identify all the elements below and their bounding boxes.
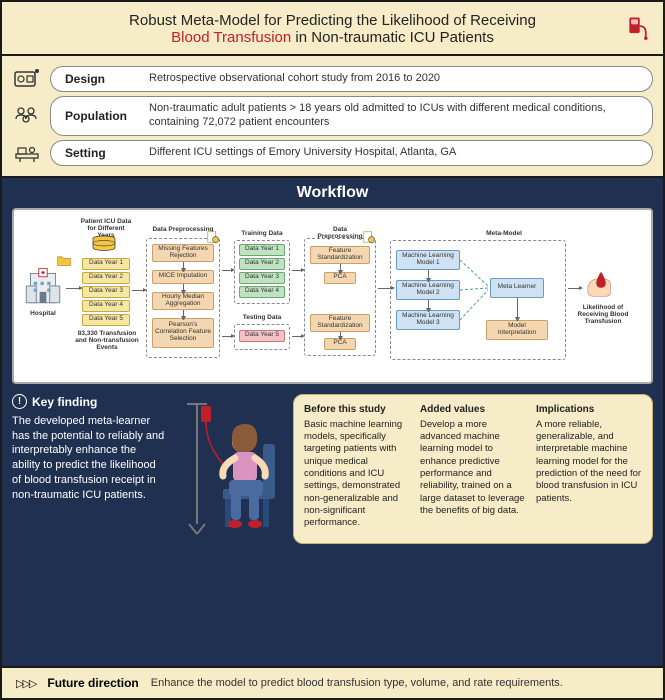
- key-finding-text: The developed meta-learner has the poten…: [12, 414, 167, 503]
- arrow: [517, 298, 518, 318]
- year-box: Data Year 1: [82, 258, 130, 270]
- preproc-step: Missing Features Rejection: [152, 244, 214, 262]
- key-finding-head: ! Key finding: [12, 394, 167, 410]
- year-box: Data Year 4: [82, 300, 130, 312]
- key-finding: ! Key finding The developed meta-learner…: [12, 394, 167, 544]
- arrow: [428, 300, 429, 309]
- title-banner: Robust Meta-Model for Predicting the Lik…: [2, 2, 663, 56]
- info-row-design: Design Retrospective observational cohor…: [12, 66, 653, 92]
- setting-icon: [12, 140, 42, 166]
- col-text: A more reliable, generalizable, and inte…: [536, 419, 642, 505]
- arrow: [428, 270, 429, 279]
- future-text: Enhance the model to predict blood trans…: [151, 677, 563, 689]
- population-icon: [12, 103, 42, 129]
- future-label: Future direction: [47, 676, 138, 690]
- database-icon: [90, 234, 118, 256]
- title-line1: Robust Meta-Model for Predicting the Lik…: [10, 12, 655, 29]
- train-year: Data Year 4: [239, 286, 285, 298]
- col-implications: Implications A more reliable, generaliza…: [536, 403, 642, 535]
- title-line2: Blood Transfusion in Non-traumatic ICU P…: [10, 29, 655, 46]
- test-year: Data Year 5: [239, 330, 285, 342]
- preproc-step: Pearson's Correlation Feature Selection: [152, 318, 214, 348]
- training-label: Training Data: [238, 230, 286, 237]
- year-box: Data Year 5: [82, 314, 130, 326]
- info-row-population: Population Non-traumatic adult patients …: [12, 96, 653, 136]
- arrow: [340, 264, 341, 271]
- summary-columns: Before this study Basic machine learning…: [293, 394, 653, 544]
- info-label: Population: [65, 109, 135, 123]
- fs-step: Feature Standardization: [310, 314, 370, 332]
- outcome-label: Likelihood of Receiving Blood Transfusio…: [576, 304, 630, 325]
- hospital-icon: [22, 265, 64, 307]
- train-year: Data Year 2: [239, 258, 285, 270]
- chevrons-icon: ▷▷▷: [16, 677, 35, 690]
- ml-model: Machine Learning Model 3: [396, 310, 460, 330]
- arrow: [132, 290, 144, 291]
- metamodel-label: Meta-Model: [474, 230, 534, 237]
- info-text: Non-traumatic adult patients > 18 years …: [149, 102, 638, 130]
- hospital-label: Hospital: [28, 310, 58, 317]
- col-added: Added values Develop a more advanced mac…: [420, 403, 526, 535]
- bottom-row: ! Key finding The developed meta-learner…: [12, 394, 653, 544]
- year-box: Data Year 3: [82, 286, 130, 298]
- events-label: 83,330 Transfusion and Non-transfusion E…: [72, 330, 142, 351]
- workflow-diagram: Hospital Patient ICU Data for Different …: [12, 208, 653, 384]
- col-text: Develop a more advanced machine learning…: [420, 419, 526, 518]
- info-pill: Design Retrospective observational cohor…: [50, 66, 653, 92]
- arrow: [183, 310, 184, 317]
- arrow: [66, 288, 80, 289]
- meta-learner: Meta Learner: [490, 278, 544, 298]
- arrow: [292, 270, 302, 271]
- arrow: [183, 262, 184, 269]
- info-row-setting: Setting Different ICU settings of Emory …: [12, 140, 653, 166]
- gear-doc-icon: [362, 230, 376, 244]
- testing-label: Testing Data: [238, 314, 286, 321]
- arrow: [183, 284, 184, 291]
- arrow: [222, 336, 232, 337]
- info-text: Different ICU settings of Emory Universi…: [149, 146, 638, 160]
- gear-doc-icon: [206, 230, 220, 244]
- dashed-arrows: [460, 250, 490, 330]
- info-pill: Population Non-traumatic adult patients …: [50, 96, 653, 136]
- patient-illustration: [175, 394, 285, 544]
- info-text: Retrospective observational cohort study…: [149, 72, 638, 86]
- study-info-section: Design Retrospective observational cohor…: [2, 56, 663, 178]
- preproc2-label: Data Preprocessing: [310, 226, 370, 240]
- col-head: Before this study: [304, 403, 410, 416]
- train-year: Data Year 1: [239, 244, 285, 256]
- workflow-title: Workflow: [12, 184, 653, 202]
- arrow: [340, 332, 341, 337]
- ml-model: Machine Learning Model 2: [396, 280, 460, 300]
- fs-step: Feature Standardization: [310, 246, 370, 264]
- workflow-section: Workflow Hospital Patient ICU Data for D…: [2, 178, 663, 669]
- info-pill: Setting Different ICU settings of Emory …: [50, 140, 653, 166]
- future-direction: ▷▷▷ Future direction Enhance the model t…: [2, 668, 663, 698]
- hand-blood-icon: [582, 264, 620, 302]
- preproc-step: MICE Imputation: [152, 270, 214, 284]
- info-label: Design: [65, 72, 135, 86]
- info-icon: !: [12, 394, 27, 409]
- title-line2-rest: in Non-traumatic ICU Patients: [291, 29, 494, 46]
- arrow: [378, 288, 392, 289]
- model-interp: Model Interpretation: [486, 320, 548, 340]
- col-head: Added values: [420, 403, 526, 416]
- key-finding-title: Key finding: [32, 394, 97, 410]
- blood-bag-icon: [625, 14, 651, 40]
- arrow: [222, 270, 232, 271]
- col-text: Basic machine learning models, specifica…: [304, 419, 410, 530]
- col-head: Implications: [536, 403, 642, 416]
- train-year: Data Year 3: [239, 272, 285, 284]
- preproc-step: Hourly Median Aggregation: [152, 292, 214, 310]
- design-icon: [12, 66, 42, 92]
- year-box: Data Year 2: [82, 272, 130, 284]
- folder-icon: [56, 252, 72, 268]
- arrow: [568, 288, 580, 289]
- col-before: Before this study Basic machine learning…: [304, 403, 410, 535]
- ml-model: Machine Learning Model 1: [396, 250, 460, 270]
- info-label: Setting: [65, 146, 135, 160]
- arrow: [292, 336, 302, 337]
- title-emphasis: Blood Transfusion: [171, 29, 291, 46]
- infographic-root: Robust Meta-Model for Predicting the Lik…: [0, 0, 665, 700]
